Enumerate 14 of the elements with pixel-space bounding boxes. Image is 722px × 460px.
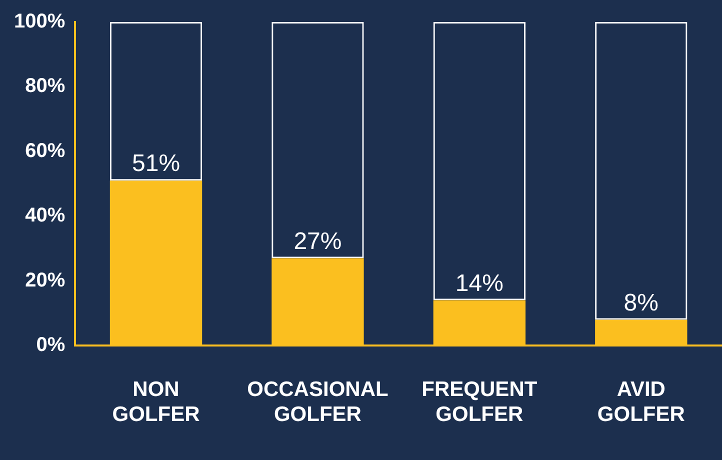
data-label: 8% (624, 289, 658, 316)
data-label: 51% (132, 150, 180, 178)
data-label: 27% (294, 228, 342, 255)
data-label: 14% (455, 270, 504, 297)
y-tick-label: 0% (36, 334, 66, 356)
y-tick-label: 60% (25, 140, 66, 162)
y-tick-label: 100% (14, 10, 66, 33)
y-tick-label: 40% (25, 204, 66, 227)
y-tick-label: 80% (25, 75, 66, 98)
x-tick-label: FREQUENT GOLFER (422, 378, 538, 426)
x-tick-label: NON GOLFER (112, 378, 200, 426)
x-tick-label: OCCASIONAL GOLFER (247, 378, 388, 426)
x-tick-label: AVID GOLFER (597, 378, 685, 426)
y-tick-label: 20% (25, 269, 66, 292)
